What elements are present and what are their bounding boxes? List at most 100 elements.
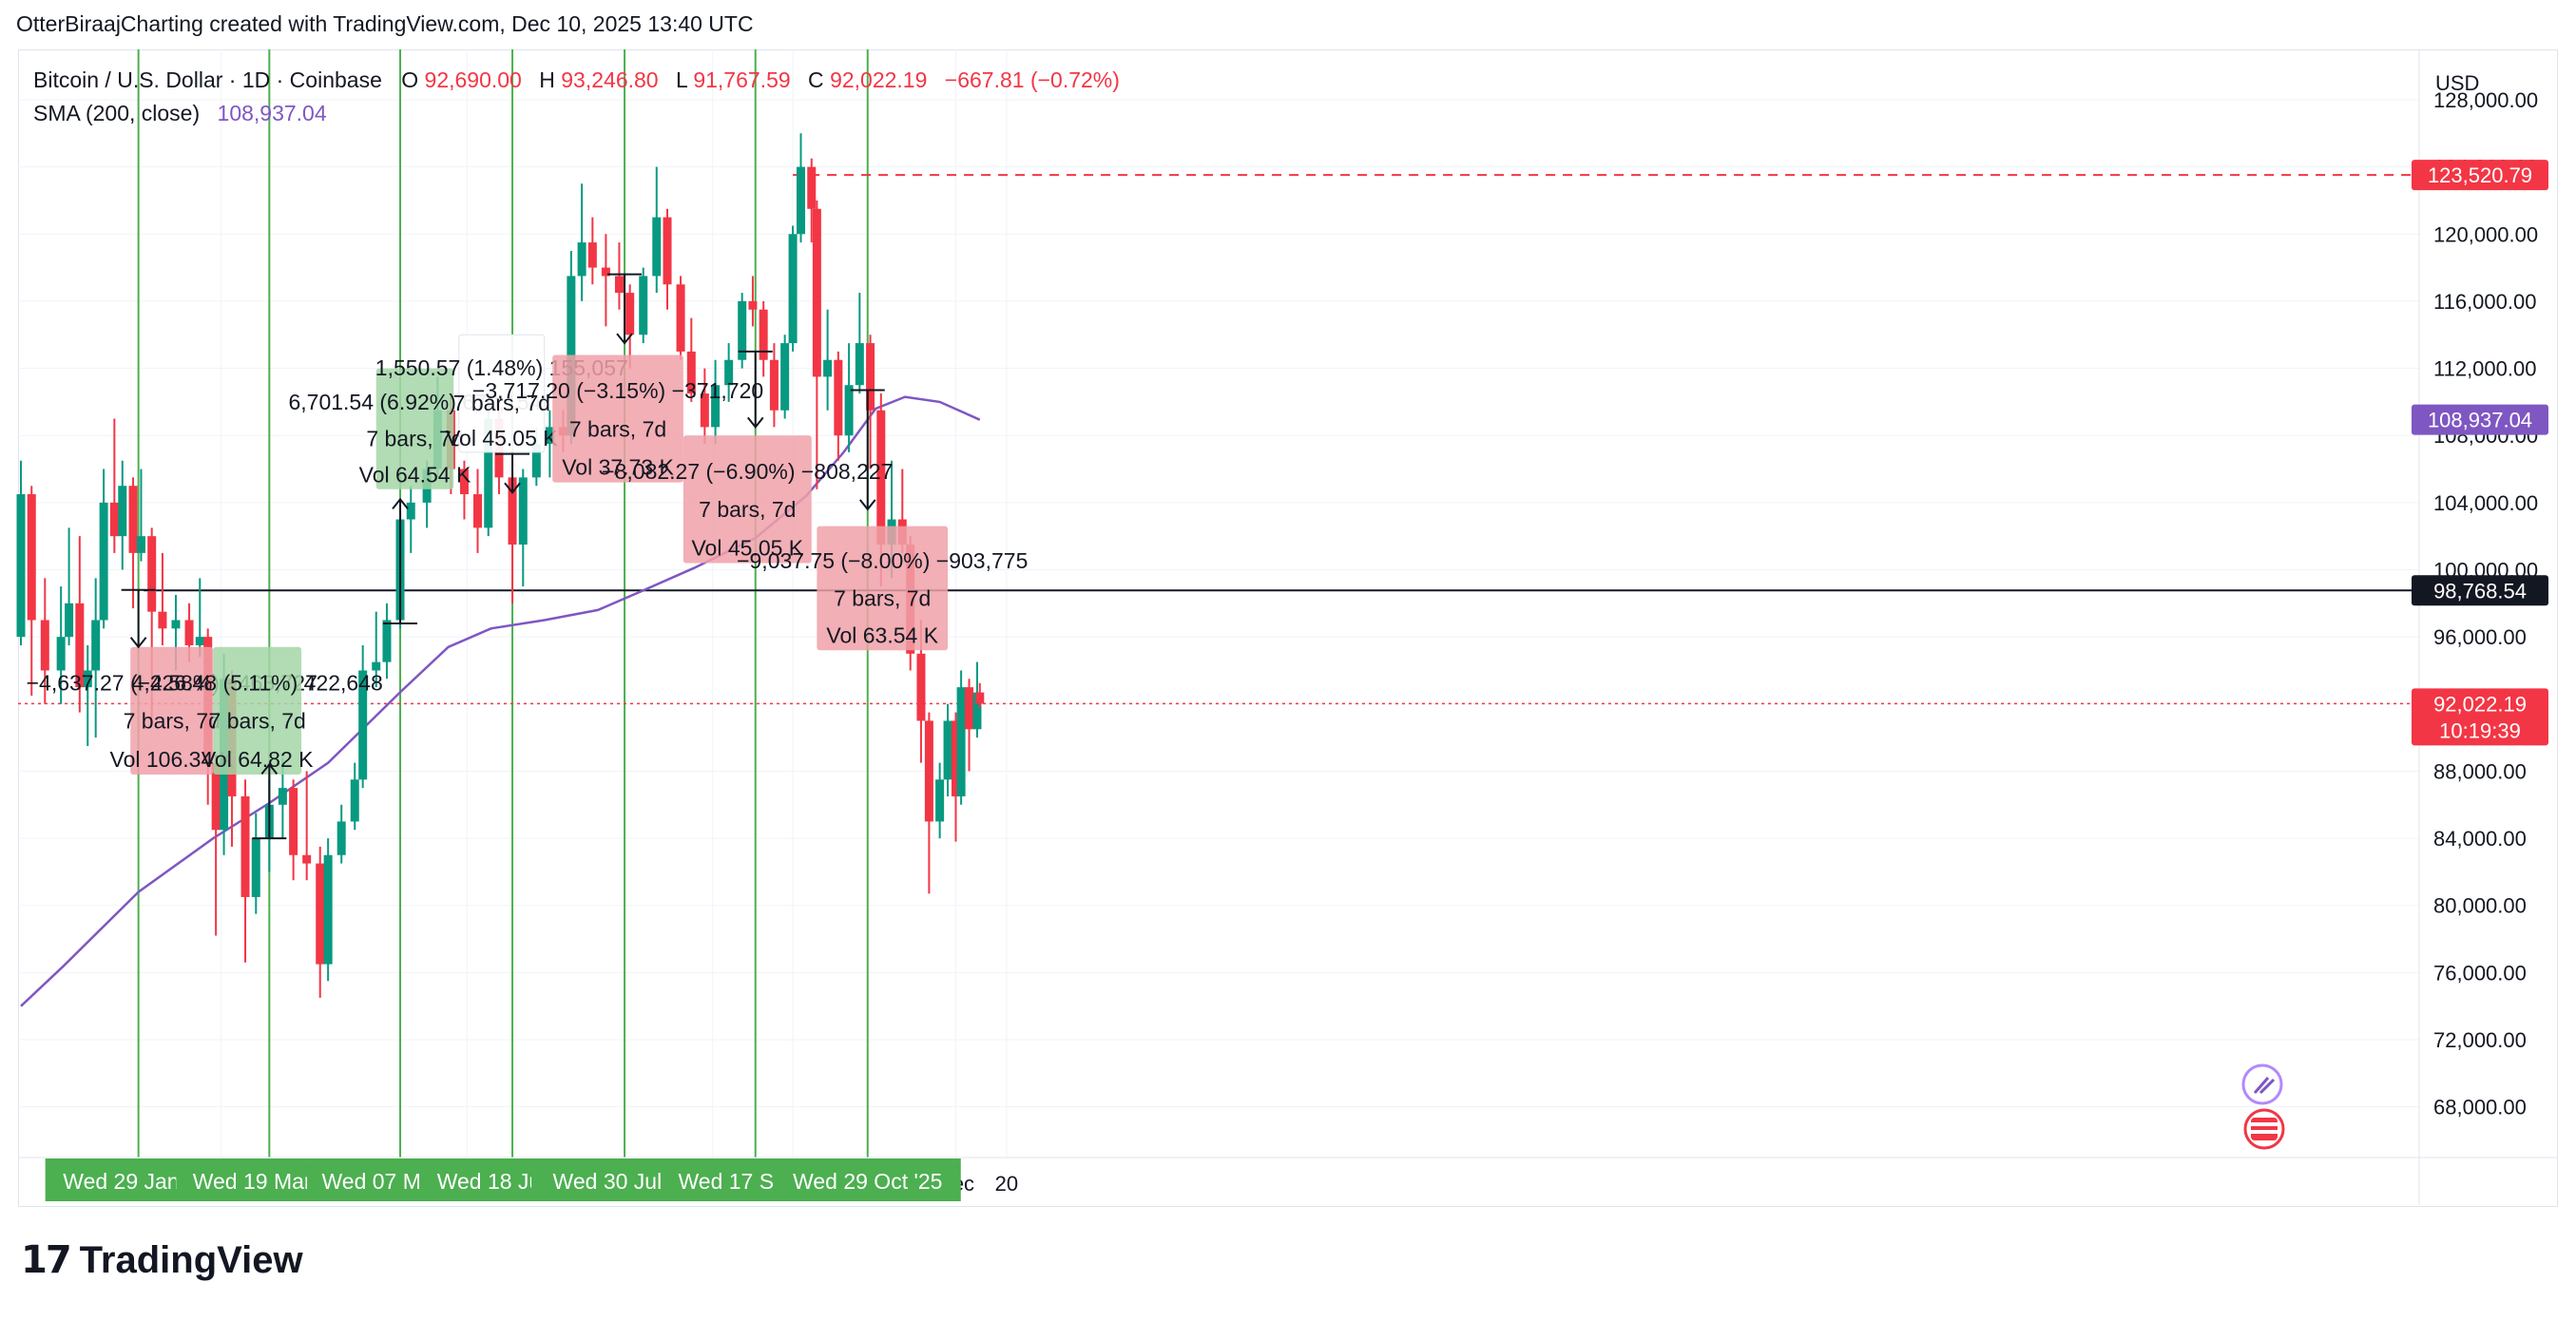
- candle-body: [676, 284, 685, 352]
- candle-body: [382, 620, 392, 662]
- candle-body: [625, 293, 635, 335]
- candle-body: [531, 444, 541, 478]
- candle-body: [56, 637, 66, 671]
- measure-box[interactable]: [552, 354, 683, 483]
- measure-box-text: −8,082.27 (−6.90%) −808,227: [602, 459, 893, 484]
- measure-box-text: 4,226.48 (5.11%) 422,648: [132, 670, 383, 695]
- price-label: 108,937.04: [2428, 409, 2532, 432]
- flag-us-icon-fill: [2251, 1118, 2278, 1140]
- candle-body: [807, 166, 817, 209]
- legend-low-label: L: [676, 67, 688, 92]
- flag-us-icon-stripe: [2251, 1122, 2278, 1126]
- candle-body: [323, 854, 333, 965]
- sma-legend-label: SMA (200, close): [33, 101, 200, 125]
- price-tick-label: 84,000.00: [2433, 827, 2527, 851]
- candle-body: [316, 863, 325, 965]
- candle-body: [118, 486, 127, 537]
- candle-body: [184, 620, 194, 645]
- measure-box-text: Vol 63.54 K: [826, 623, 938, 648]
- vertical-markers-layer: [137, 49, 869, 1158]
- candle-body: [27, 494, 36, 621]
- candle-body: [975, 692, 985, 704]
- candle-body: [700, 393, 709, 428]
- measure-box-text: −3,717.20 (−3.15%) −371,720: [472, 378, 763, 403]
- price-tick-label: 96,000.00: [2433, 625, 2527, 649]
- price-axis: 128,000.00124,000.00120,000.00116,000.00…: [2418, 49, 2538, 1205]
- chart-credit: OtterBiraajCharting created with Trading…: [16, 11, 754, 36]
- candle-body: [738, 300, 747, 360]
- measure-box-text: 7 bars, 7d: [366, 426, 463, 450]
- candle-body: [109, 502, 119, 537]
- candle-body: [769, 359, 779, 411]
- measure-box[interactable]: [213, 646, 302, 775]
- vertical-marker-date-label: Wed 29 Oct '25: [793, 1169, 942, 1194]
- candle-body: [350, 779, 359, 822]
- candle-body: [16, 494, 26, 638]
- measure-box-text: 7 bars, 7d: [834, 585, 931, 610]
- candle-body: [812, 208, 821, 377]
- legend-open-value: 92,690.00: [425, 67, 522, 92]
- price-tick-label: 116,000.00: [2433, 290, 2536, 314]
- candle-body: [601, 267, 610, 277]
- measure-arrow-head: [746, 416, 764, 429]
- tradingview-logo[interactable]: 17 TradingView: [21, 1238, 303, 1282]
- candle-body: [587, 242, 597, 268]
- price-tick-label: 128,000.00: [2433, 88, 2538, 112]
- grid-layer: [18, 49, 2419, 1158]
- price-tick-label: 104,000.00: [2433, 491, 2538, 515]
- legend-high-value: 93,246.80: [561, 67, 658, 92]
- price-tick-label: 112,000.00: [2433, 357, 2536, 381]
- candle-body: [724, 359, 734, 386]
- candle-body: [614, 276, 624, 294]
- price-label: 123,520.79: [2428, 163, 2532, 187]
- measure-box-text: 7 bars, 7d: [453, 391, 550, 415]
- candle-body: [972, 692, 982, 730]
- measure-box-text: Vol 45.05 K: [691, 535, 803, 560]
- legend-high-label: H: [539, 67, 555, 92]
- price-label: 92,022.19: [2433, 692, 2527, 716]
- legend-close-label: C: [808, 67, 824, 92]
- candle-body: [508, 477, 517, 546]
- price-label: 98,768.54: [2433, 579, 2527, 603]
- candle-body: [956, 687, 966, 796]
- candle-body: [866, 343, 875, 411]
- candle-body: [372, 661, 381, 671]
- measure-arrow-head: [392, 497, 409, 509]
- measure-box[interactable]: [682, 435, 812, 564]
- measure-box-text: 7 bars, 7d: [569, 416, 666, 441]
- candle-body: [406, 502, 415, 520]
- measure-box[interactable]: [130, 646, 214, 775]
- candle-body: [780, 343, 790, 411]
- measure-box-text: Vol 45.05 K: [446, 426, 558, 450]
- measure-box[interactable]: [817, 526, 949, 651]
- measure-box-text: 7 bars, 7d: [209, 709, 306, 734]
- measure-box-text: 7 bars, 7d: [699, 497, 796, 522]
- corner-icons-layer: [2241, 1063, 2285, 1150]
- measure-box[interactable]: [375, 368, 454, 489]
- measure-box-text: 7 bars, 7d: [124, 709, 221, 734]
- candle-body: [935, 779, 945, 822]
- candle-body: [75, 603, 85, 688]
- candle-body: [663, 217, 672, 285]
- price-tick-label: 76,000.00: [2433, 961, 2527, 985]
- price-tick-label: 120,000.00: [2433, 222, 2538, 246]
- candle-body: [834, 359, 843, 436]
- candle-body: [358, 670, 368, 780]
- horizontal-lines-layer: [18, 174, 2419, 705]
- measure-arrow-head: [129, 637, 147, 649]
- candle-body: [484, 418, 493, 528]
- candle-body: [748, 300, 758, 310]
- measure-box[interactable]: [458, 334, 546, 453]
- candle-body: [652, 217, 662, 277]
- measure-arrow-head: [260, 762, 279, 775]
- candle-body: [943, 720, 952, 780]
- svg-text:Bitcoin / U.S. Dollar · 1D · C: Bitcoin / U.S. Dollar · 1D · Coinbase O …: [33, 67, 1120, 92]
- candle-body: [211, 762, 221, 831]
- candle-body: [545, 427, 554, 445]
- price-label-bg: [2412, 160, 2548, 191]
- candle-body: [876, 410, 886, 546]
- currency-selector[interactable]: USD: [2435, 71, 2479, 95]
- tradingview-logo-text: TradingView: [79, 1238, 303, 1281]
